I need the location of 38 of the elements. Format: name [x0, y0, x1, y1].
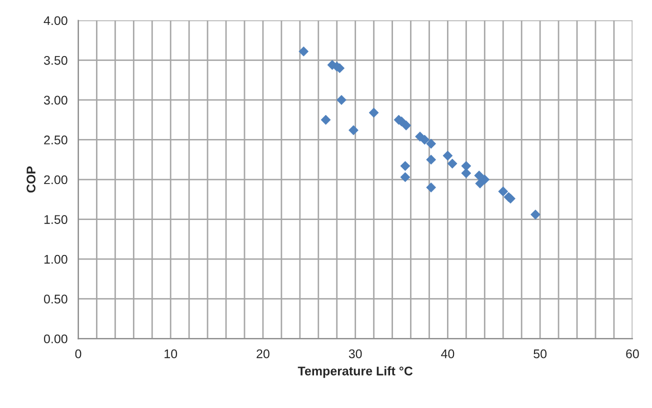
point	[498, 186, 508, 196]
y-tick-label: 2.50	[44, 136, 68, 144]
x-tick-label: 0	[75, 349, 82, 358]
point	[348, 125, 358, 136]
point	[447, 158, 458, 168]
point	[320, 114, 331, 125]
point	[400, 172, 410, 182]
y-tick-label: 3.00	[44, 96, 68, 105]
x-tick-label: 40	[441, 349, 454, 358]
point	[442, 150, 453, 161]
x-axis-title: Temperature Lift °C	[298, 366, 413, 378]
point	[474, 170, 484, 180]
point	[426, 154, 436, 164]
point	[426, 182, 436, 192]
y-axis-title: COP	[26, 166, 36, 193]
y-tick-label: 2.00	[44, 175, 68, 184]
x-tick-label: 60	[626, 349, 639, 358]
point	[530, 210, 540, 220]
point	[400, 161, 410, 171]
y-tick-label: 3.50	[44, 56, 68, 65]
point	[461, 168, 472, 178]
y-tick-label: 0.50	[44, 294, 68, 304]
point	[426, 138, 436, 149]
point	[401, 120, 412, 130]
point	[420, 134, 430, 145]
y-tick-label: 4.00	[44, 16, 68, 26]
y-tick-label: 1.50	[44, 215, 68, 224]
x-tick-label: 10	[164, 349, 178, 358]
x-tick-label: 20	[256, 349, 270, 358]
y-tick-label: 1.00	[44, 254, 68, 264]
point	[336, 95, 346, 105]
point	[480, 174, 490, 184]
x-tick-label: 50	[534, 349, 547, 358]
x-tick-label: 30	[348, 349, 362, 358]
point	[368, 108, 379, 118]
y-tick-label: 0.00	[44, 334, 68, 344]
point	[461, 161, 472, 171]
point	[298, 46, 308, 56]
